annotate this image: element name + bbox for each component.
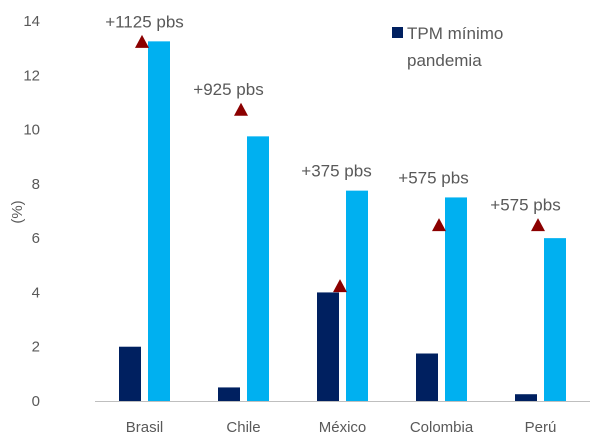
- x-tick-label-mexico: México: [319, 419, 367, 436]
- x-tick-label-chile: Chile: [226, 419, 260, 436]
- y-tick-label-4: 4: [32, 284, 40, 301]
- bar-series1-chile: [218, 387, 240, 401]
- legend-label-line1: TPM mínimo: [407, 24, 503, 43]
- bar-series2-mexico: [346, 190, 368, 401]
- x-tick-label-brasil: Brasil: [126, 419, 164, 436]
- y-tick-label-10: 10: [23, 122, 40, 139]
- y-tick-label-14: 14: [23, 13, 40, 30]
- x-axis-ticks: Brasil Chile México Colombia Perú: [126, 419, 557, 436]
- y-axis-label: (%): [9, 200, 26, 223]
- y-axis-ticks: 0 2 4 6 8 10 12 14: [23, 13, 40, 410]
- bar-series1-colombia: [416, 353, 438, 401]
- bars-group: [119, 41, 566, 401]
- bar-series2-peru: [544, 238, 566, 401]
- annotation-peru: +575 pbs: [490, 196, 560, 215]
- marker-chile: [234, 102, 248, 116]
- bar-series1-brasil: [119, 346, 141, 401]
- y-tick-label-2: 2: [32, 339, 40, 356]
- y-tick-label-8: 8: [32, 176, 40, 193]
- annotations-group: +1125 pbs +925 pbs +375 pbs +575 pbs +575 pb…: [105, 12, 561, 214]
- bar-series1-peru: [515, 394, 537, 401]
- legend: TPM mínimo pandemia: [392, 24, 503, 70]
- annotation-colombia: +575 pbs: [398, 168, 468, 187]
- annotation-brasil: +1125 pbs: [105, 12, 184, 31]
- bar-series2-brasil: [148, 41, 170, 401]
- bar-series2-chile: [247, 136, 269, 401]
- y-tick-label-12: 12: [23, 67, 40, 84]
- marker-mexico: [333, 279, 347, 293]
- bar-series2-colombia: [445, 197, 467, 401]
- marker-brasil: [135, 34, 149, 48]
- bar-series1-mexico: [317, 292, 339, 401]
- y-tick-label-6: 6: [32, 230, 40, 247]
- annotation-chile: +925 pbs: [193, 80, 263, 99]
- legend-swatch: [392, 27, 403, 38]
- legend-label-line2: pandemia: [407, 51, 482, 70]
- marker-peru: [531, 218, 545, 232]
- x-tick-label-peru: Perú: [525, 419, 557, 436]
- x-tick-label-colombia: Colombia: [410, 419, 474, 436]
- marker-colombia: [432, 218, 446, 232]
- annotation-mexico: +375 pbs: [301, 162, 371, 181]
- y-tick-label-0: 0: [32, 393, 40, 410]
- markers-group: [135, 34, 545, 293]
